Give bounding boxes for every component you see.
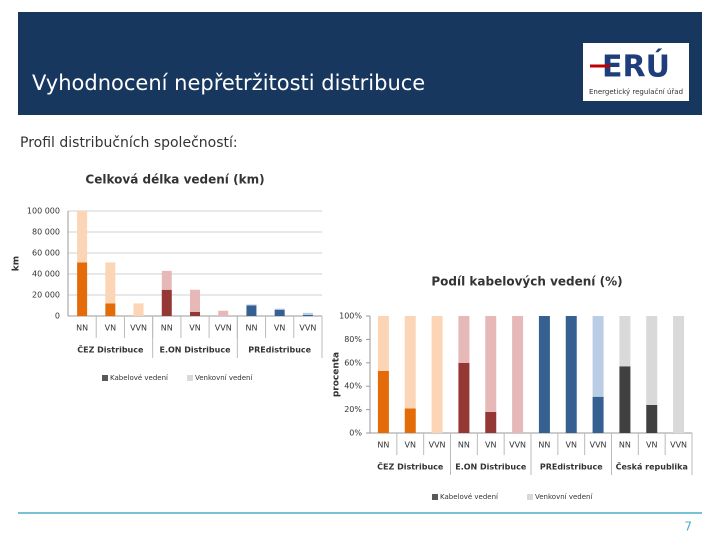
y-tick-label: 40% xyxy=(344,382,362,391)
y-tick-label: 80% xyxy=(344,335,362,344)
y-tick-label: 20% xyxy=(344,405,362,414)
x-tick-label: VN xyxy=(566,441,577,450)
bar-segment xyxy=(190,311,200,316)
x-tick-label: NN xyxy=(245,324,257,333)
x-tick-label: VN xyxy=(189,324,200,333)
x-tick-label: VVN xyxy=(429,441,446,450)
x-tick-label: VVN xyxy=(670,441,687,450)
bar-segment xyxy=(431,316,443,433)
bar-segment xyxy=(218,310,229,316)
bar-segment xyxy=(190,289,200,312)
chart-title: Podíl kabelových vedení (%) xyxy=(431,275,622,289)
x-tick-label: VN xyxy=(485,441,496,450)
group-label: PREdistribuce xyxy=(540,463,603,472)
y-tick-label: 100% xyxy=(339,312,362,321)
slide-title: Vyhodnocení nepřetržitosti distribuce xyxy=(32,71,425,95)
bar-segment xyxy=(377,316,389,371)
legend-label: Kabelové vedení xyxy=(440,493,499,501)
bar-segment xyxy=(485,316,497,412)
group-label: Česká republika xyxy=(616,461,688,472)
bar-segment xyxy=(565,316,577,433)
chart-title: Celková délka vedení (km) xyxy=(85,173,264,187)
bar-segment xyxy=(302,312,313,315)
group-label: ČEZ Distribuce xyxy=(77,344,144,355)
y-tick-label: 60% xyxy=(344,358,362,367)
x-tick-label: VN xyxy=(105,324,116,333)
legend-swatch xyxy=(432,494,438,500)
y-tick-label: 0 xyxy=(55,312,60,321)
bar-segment xyxy=(377,370,389,433)
bar-segment xyxy=(246,304,257,306)
bar-segment xyxy=(133,303,144,316)
bar-segment xyxy=(161,270,172,290)
bar-segment xyxy=(592,396,604,433)
x-tick-label: VVN xyxy=(590,441,607,450)
x-tick-label: NN xyxy=(161,324,173,333)
bar-segment xyxy=(105,262,116,304)
group-label: PREdistribuce xyxy=(248,346,311,355)
y-tick-label: 20 000 xyxy=(32,291,60,300)
bar-segment xyxy=(274,308,285,310)
y-axis-label: km xyxy=(12,256,22,271)
bar-segment xyxy=(538,316,550,433)
legend-label: Venkovní vedení xyxy=(535,493,593,501)
bar-segment xyxy=(105,303,116,316)
x-tick-label: VVN xyxy=(509,441,526,450)
x-tick-label: VN xyxy=(646,441,657,450)
x-tick-label: NN xyxy=(458,441,470,450)
legend-label: Kabelové vedení xyxy=(110,374,169,382)
bar-segment xyxy=(302,314,313,316)
logo: ERÚ xyxy=(602,48,670,85)
x-tick-label: NN xyxy=(377,441,389,450)
group-label: E.ON Distribuce xyxy=(159,346,231,355)
bar-segment xyxy=(485,411,497,433)
y-tick-label: 0% xyxy=(349,429,362,438)
bar-segment xyxy=(274,309,285,316)
bar-segment xyxy=(161,289,172,316)
bar-segment xyxy=(592,316,604,397)
legend-swatch xyxy=(187,375,193,381)
legend-swatch xyxy=(102,375,108,381)
bar-segment xyxy=(673,316,685,433)
bar-segment xyxy=(404,316,416,409)
logo-caption: Energetický regulační úřad xyxy=(589,88,683,96)
x-tick-label: NN xyxy=(619,441,631,450)
x-tick-label: VVN xyxy=(299,324,316,333)
y-tick-label: 80 000 xyxy=(32,228,60,237)
x-tick-label: VN xyxy=(274,324,285,333)
y-tick-label: 40 000 xyxy=(32,270,60,279)
legend-swatch xyxy=(527,494,533,500)
bar-segment xyxy=(646,316,658,405)
bar-segment xyxy=(246,305,257,316)
bar-segment xyxy=(646,404,658,433)
legend-label: Venkovní vedení xyxy=(195,374,253,382)
bar-segment xyxy=(619,316,631,367)
page-number: 7 xyxy=(684,520,692,534)
bar-segment xyxy=(458,362,470,433)
y-axis-label: procenta xyxy=(332,352,342,397)
y-tick-label: 100 000 xyxy=(27,207,60,216)
bar-segment xyxy=(77,211,88,263)
subtitle: Profil distribučních společností: xyxy=(20,135,238,151)
bar-segment xyxy=(77,262,88,316)
bar-segment xyxy=(619,366,631,433)
y-tick-label: 60 000 xyxy=(32,249,60,258)
x-tick-label: VVN xyxy=(130,324,147,333)
group-label: ČEZ Distribuce xyxy=(377,461,444,472)
x-tick-label: VN xyxy=(405,441,416,450)
group-label: E.ON Distribuce xyxy=(455,463,527,472)
bar-segment xyxy=(458,316,470,363)
x-tick-label: NN xyxy=(76,324,88,333)
x-tick-label: VVN xyxy=(215,324,232,333)
logo-box xyxy=(583,43,689,101)
bar-segment xyxy=(404,408,416,433)
x-tick-label: NN xyxy=(538,441,550,450)
bar-segment xyxy=(512,316,524,433)
